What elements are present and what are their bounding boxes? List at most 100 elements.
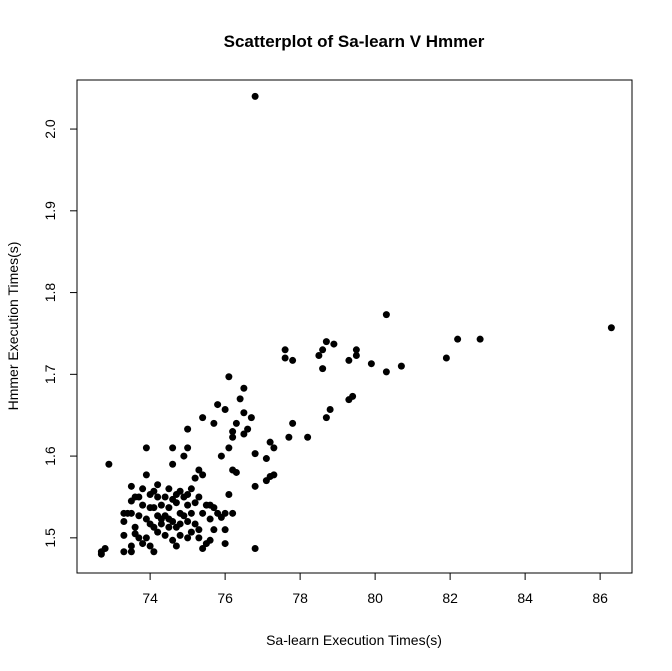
- point: [251, 544, 259, 552]
- point: [236, 395, 244, 403]
- point: [135, 512, 143, 520]
- point: [135, 493, 143, 501]
- point: [345, 356, 353, 364]
- y-tick-label: 1.9: [42, 201, 58, 221]
- x-tick-label: 84: [517, 590, 533, 606]
- point: [225, 491, 233, 499]
- point: [169, 495, 177, 503]
- point: [229, 433, 237, 441]
- point: [270, 471, 278, 479]
- point: [142, 444, 150, 452]
- point: [165, 515, 173, 523]
- point: [161, 531, 169, 539]
- point: [199, 544, 207, 552]
- point: [210, 504, 218, 512]
- point: [120, 531, 128, 539]
- x-tick-label: 78: [292, 590, 308, 606]
- point: [105, 460, 113, 468]
- point: [352, 352, 360, 360]
- point: [150, 548, 158, 556]
- point: [199, 471, 207, 479]
- point: [127, 548, 135, 556]
- point: [139, 540, 147, 548]
- point: [240, 430, 248, 438]
- point: [176, 520, 184, 528]
- x-tick-label: 82: [442, 590, 458, 606]
- point: [187, 485, 195, 493]
- point: [442, 354, 450, 362]
- point: [262, 477, 270, 485]
- point: [262, 455, 270, 463]
- y-axis-label: Hmmer Execution Times(s): [5, 242, 21, 411]
- point: [195, 493, 203, 501]
- point: [214, 509, 222, 517]
- point: [187, 509, 195, 517]
- x-axis-label: Sa-learn Execution Times(s): [266, 632, 442, 648]
- point: [319, 346, 327, 354]
- point: [454, 335, 462, 343]
- point: [169, 444, 177, 452]
- point: [206, 515, 214, 523]
- point: [127, 482, 135, 490]
- point: [319, 365, 327, 373]
- point: [120, 548, 128, 556]
- point: [247, 414, 255, 422]
- point: [184, 517, 192, 525]
- point: [135, 534, 143, 542]
- point: [184, 491, 192, 499]
- point: [165, 523, 173, 531]
- point: [154, 481, 162, 489]
- point: [154, 493, 162, 501]
- point: [251, 450, 259, 458]
- y-tick-label: 1.5: [42, 528, 58, 548]
- point: [191, 520, 199, 528]
- point: [345, 396, 353, 404]
- point: [187, 528, 195, 536]
- y-tick-label: 1.8: [42, 283, 58, 303]
- point: [240, 384, 248, 392]
- point: [191, 474, 199, 482]
- point: [127, 509, 135, 517]
- x-tick-label: 80: [367, 590, 383, 606]
- point: [142, 515, 150, 523]
- point: [199, 414, 207, 422]
- point: [382, 368, 390, 376]
- point: [367, 360, 375, 368]
- point: [165, 504, 173, 512]
- point: [184, 425, 192, 433]
- point: [142, 534, 150, 542]
- x-tick-label: 76: [217, 590, 233, 606]
- point: [232, 419, 240, 427]
- point: [210, 419, 218, 427]
- point: [172, 542, 180, 550]
- point: [225, 373, 233, 381]
- point: [251, 482, 259, 490]
- point: [229, 509, 237, 517]
- point: [146, 504, 154, 512]
- point: [146, 542, 154, 550]
- point: [165, 485, 173, 493]
- point: [150, 523, 158, 531]
- point: [157, 515, 165, 523]
- point: [289, 356, 297, 364]
- point: [315, 352, 323, 360]
- point: [232, 468, 240, 476]
- x-tick-label: 86: [592, 590, 608, 606]
- point: [191, 499, 199, 507]
- point: [127, 542, 135, 550]
- point: [161, 493, 169, 501]
- point: [180, 512, 188, 520]
- point: [131, 523, 139, 531]
- point: [97, 548, 105, 556]
- point: [169, 460, 177, 468]
- point: [184, 444, 192, 452]
- point: [172, 491, 180, 499]
- point: [382, 311, 390, 319]
- point: [229, 428, 237, 436]
- point: [221, 526, 229, 534]
- point: [157, 501, 165, 509]
- y-tick-label: 2.0: [42, 119, 58, 139]
- point: [199, 509, 207, 517]
- point: [195, 534, 203, 542]
